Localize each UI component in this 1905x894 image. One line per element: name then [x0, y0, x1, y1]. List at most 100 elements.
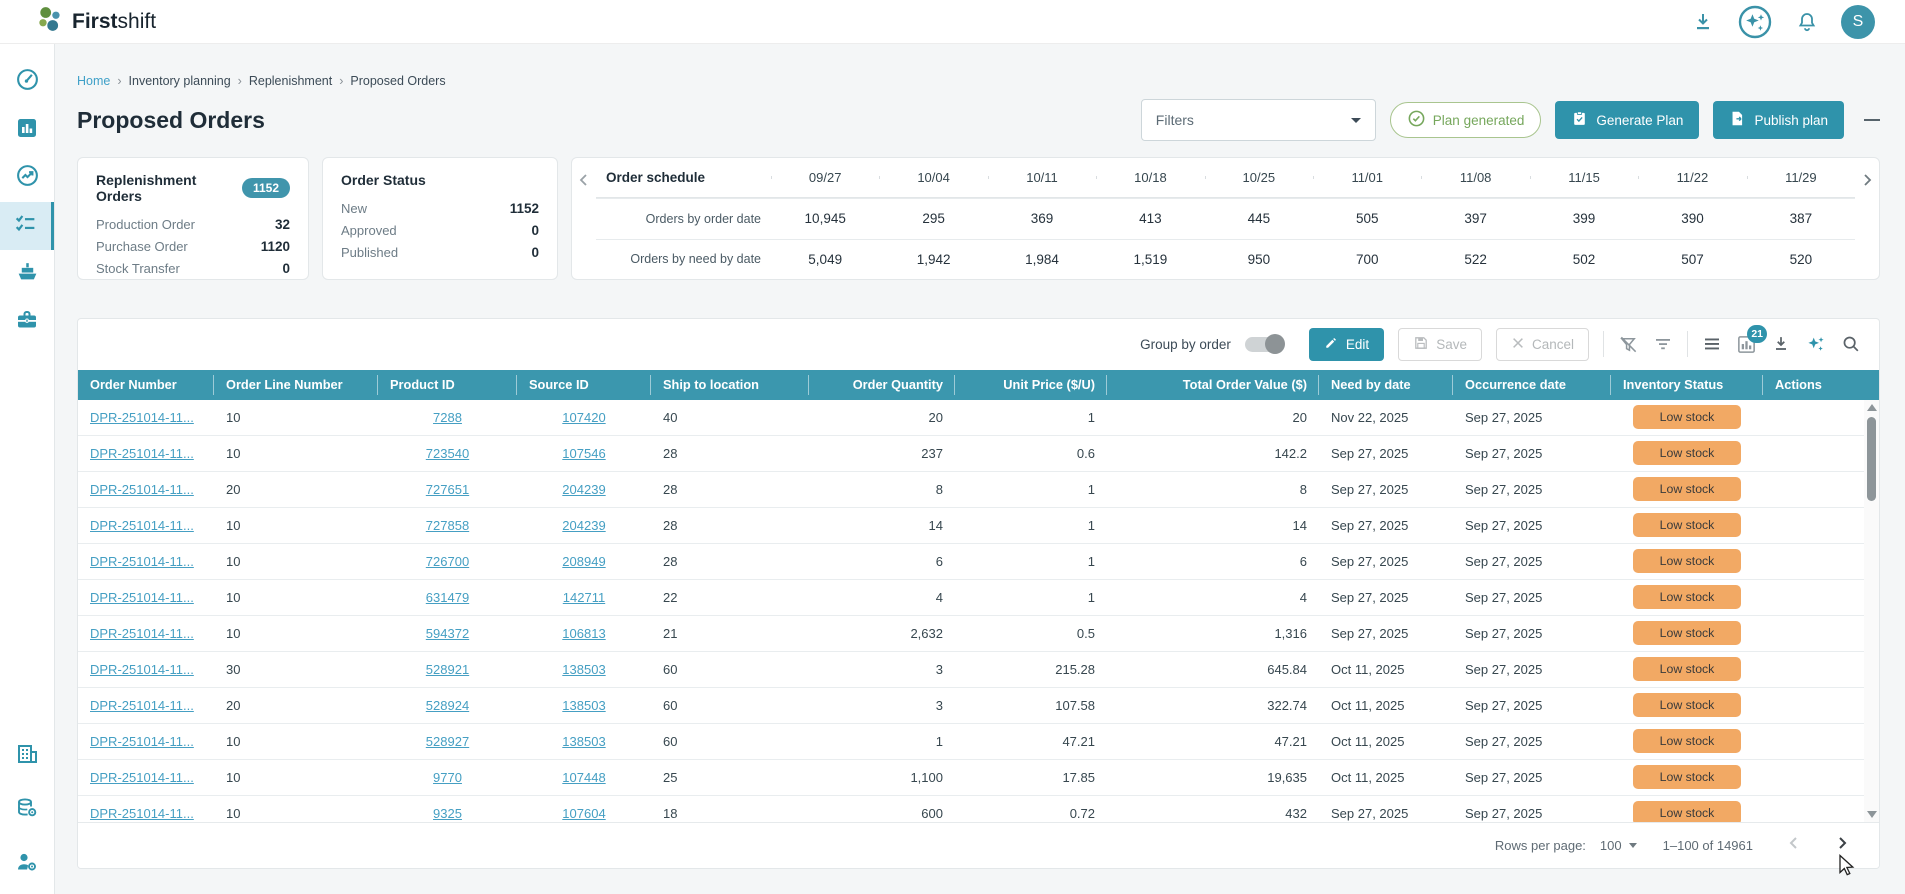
order-number-link[interactable]: DPR-251014-11... — [90, 589, 194, 605]
column-header-occurrence-date[interactable]: Occurrence date — [1453, 370, 1611, 400]
edit-button[interactable]: Edit — [1308, 327, 1385, 361]
table-toolbar: Group by order Edit Save Cancel — [78, 319, 1879, 370]
need-by-date-cell: Sep 27, 2025 — [1331, 805, 1409, 821]
download-icon[interactable] — [1691, 10, 1715, 34]
sidebar-item-shipping[interactable] — [0, 250, 54, 298]
scroll-down-arrow-icon[interactable] — [1866, 810, 1877, 818]
column-header-order-number[interactable]: Order Number — [78, 370, 214, 400]
product-id-link[interactable]: 528921 — [425, 661, 470, 677]
sidebar-item-performance[interactable] — [0, 154, 54, 202]
avatar[interactable]: S — [1841, 4, 1875, 39]
product-id-link[interactable]: 528924 — [425, 697, 470, 713]
previous-page-button[interactable] — [1785, 834, 1803, 857]
order-number-link[interactable]: DPR-251014-11... — [90, 409, 194, 425]
source-id-link[interactable]: 142711 — [562, 589, 606, 605]
column-header-product-id[interactable]: Product ID — [378, 370, 517, 400]
save-icon — [1413, 335, 1429, 354]
unit-price-cell: 1 — [1087, 589, 1095, 605]
rows-per-page-value: 100 — [1599, 837, 1622, 853]
source-id-link[interactable]: 138503 — [562, 697, 606, 713]
product-id-link[interactable]: 727858 — [425, 517, 470, 533]
sidebar-item-analytics[interactable] — [0, 106, 54, 154]
product-id-link[interactable]: 723540 — [425, 445, 470, 461]
generate-plan-button[interactable]: Generate Plan — [1555, 101, 1700, 139]
schedule-scroll-right-button[interactable] — [1855, 158, 1879, 279]
source-id-link[interactable]: 107420 — [562, 409, 606, 425]
product-id-link[interactable]: 9770 — [433, 769, 462, 785]
order-line-number-cell: 10 — [226, 445, 241, 461]
schedule-date-header: 10/18 — [1096, 170, 1204, 185]
breadcrumb-replenishment-link[interactable]: Replenishment — [248, 74, 333, 88]
column-header-order-quantity[interactable]: Order Quantity — [809, 370, 955, 400]
save-button[interactable]: Save — [1398, 327, 1482, 361]
order-number-link[interactable]: DPR-251014-11... — [90, 733, 194, 749]
rows-per-page-select[interactable]: 100 — [1600, 838, 1637, 853]
column-header-total-order-value[interactable]: Total Order Value ($) — [1107, 370, 1319, 400]
source-id-link[interactable]: 208949 — [562, 553, 606, 569]
ai-sparkle-icon[interactable] — [1737, 4, 1773, 40]
cancel-button[interactable]: Cancel — [1495, 327, 1589, 361]
stat-label: Stock Transfer — [96, 260, 180, 276]
card-stat-row: Stock Transfer 0 — [96, 257, 290, 279]
product-id-link[interactable]: 528927 — [425, 733, 470, 749]
export-download-icon[interactable] — [1771, 334, 1791, 354]
column-header-order-line-number[interactable]: Order Line Number — [214, 370, 378, 400]
product-id-link[interactable]: 7288 — [433, 409, 462, 425]
order-quantity-cell: 3 — [935, 661, 943, 677]
source-id-link[interactable]: 204239 — [562, 517, 606, 533]
filter-list-icon[interactable] — [1653, 334, 1673, 354]
order-number-link[interactable]: DPR-251014-11... — [90, 445, 194, 461]
order-number-link[interactable]: DPR-251014-11... — [90, 517, 194, 533]
group-by-order-toggle[interactable] — [1244, 333, 1285, 354]
column-header-need-by-date[interactable]: Need by date — [1319, 370, 1453, 400]
product-id-link[interactable]: 9325 — [433, 805, 462, 821]
next-page-button[interactable] — [1833, 834, 1851, 857]
order-number-link[interactable]: DPR-251014-11... — [90, 553, 194, 569]
chart-count-badge: 21 — [1747, 324, 1767, 343]
column-header-inventory-status[interactable]: Inventory Status — [1611, 370, 1763, 400]
order-number-link[interactable]: DPR-251014-11... — [90, 697, 194, 713]
column-chart-icon[interactable]: 21 — [1736, 324, 1767, 355]
order-number-link[interactable]: DPR-251014-11... — [90, 805, 194, 821]
ai-sparkles-icon[interactable] — [1805, 333, 1827, 355]
sidebar-item-planning-active[interactable] — [0, 202, 54, 250]
source-id-link[interactable]: 107604 — [562, 805, 606, 821]
column-header-unit-price[interactable]: Unit Price ($/U) — [955, 370, 1107, 400]
collapse-panel-icon[interactable] — [1864, 119, 1880, 121]
scrollbar-thumb[interactable] — [1867, 416, 1876, 501]
order-number-link[interactable]: DPR-251014-11... — [90, 661, 194, 677]
scroll-up-arrow-icon[interactable] — [1866, 403, 1877, 411]
publish-plan-button[interactable]: Publish plan — [1713, 101, 1844, 139]
clear-filter-icon[interactable] — [1618, 334, 1639, 355]
notifications-bell-icon[interactable] — [1795, 10, 1819, 34]
product-id-link[interactable]: 726700 — [425, 553, 470, 569]
order-line-number-cell: 10 — [226, 625, 241, 641]
sidebar-item-user-settings[interactable] — [0, 840, 54, 888]
column-header-ship-to-location[interactable]: Ship to location — [651, 370, 809, 400]
ship-to-location-cell: 28 — [663, 553, 678, 569]
order-number-link[interactable]: DPR-251014-11... — [90, 625, 194, 641]
product-id-link[interactable]: 727651 — [425, 481, 470, 497]
vertical-scrollbar[interactable] — [1864, 399, 1879, 822]
filters-dropdown[interactable]: Filters — [1140, 99, 1376, 141]
source-id-link[interactable]: 138503 — [562, 661, 606, 677]
source-id-link[interactable]: 138503 — [562, 733, 606, 749]
product-id-link[interactable]: 631479 — [425, 589, 470, 605]
column-header-source-id[interactable]: Source ID — [517, 370, 651, 400]
sidebar-item-business[interactable] — [0, 298, 54, 346]
breadcrumb-inventory-planning-link[interactable]: Inventory planning — [128, 74, 231, 88]
sidebar-item-organization[interactable] — [0, 732, 54, 780]
breadcrumb-home-link[interactable]: Home — [77, 74, 111, 88]
order-number-link[interactable]: DPR-251014-11... — [90, 769, 194, 785]
schedule-scroll-left-button[interactable] — [572, 158, 596, 279]
source-id-link[interactable]: 204239 — [562, 481, 606, 497]
source-id-link[interactable]: 107448 — [562, 769, 606, 785]
search-icon[interactable] — [1841, 334, 1861, 354]
sidebar-item-dashboard[interactable] — [0, 58, 54, 106]
row-density-icon[interactable] — [1702, 334, 1722, 354]
source-id-link[interactable]: 107546 — [562, 445, 606, 461]
sidebar-item-data-settings[interactable] — [0, 786, 54, 834]
source-id-link[interactable]: 106813 — [562, 625, 606, 641]
order-number-link[interactable]: DPR-251014-11... — [90, 481, 194, 497]
product-id-link[interactable]: 594372 — [425, 625, 470, 641]
